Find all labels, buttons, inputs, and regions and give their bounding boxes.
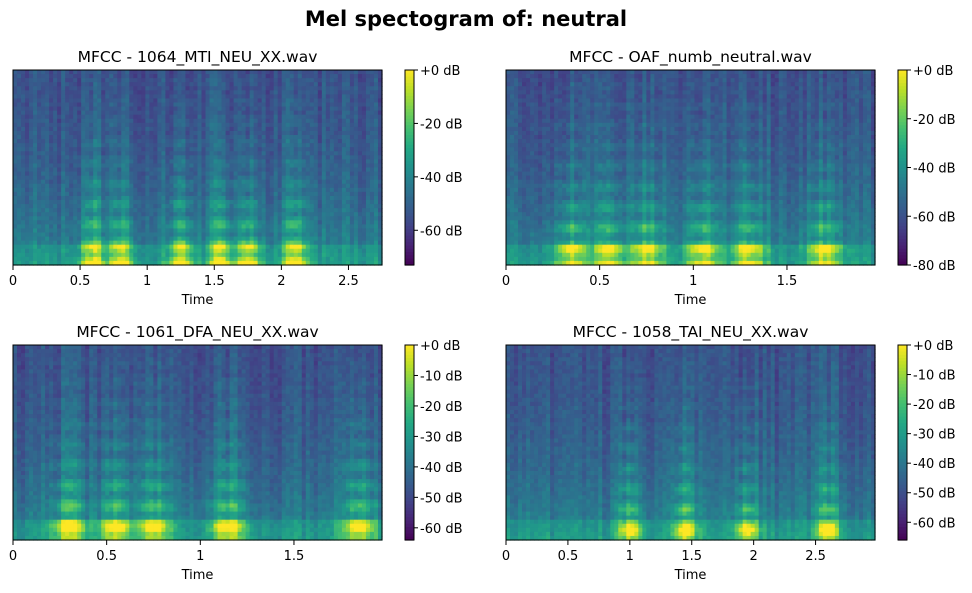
x-tick-label: 2.5 — [805, 549, 826, 564]
x-axis-label: Time — [674, 293, 707, 308]
colorbar-tick-label: -40 dB — [913, 162, 956, 177]
colorbar-tick-label: -50 dB — [420, 491, 463, 506]
subplot-1: MFCC - 1064_MTI_NEU_XX.wav 0 0.5 1 1.5 2 2.5 Ti… — [9, 48, 463, 308]
x-tick-label: 0.5 — [70, 274, 91, 289]
colorbar: +0 dB -10 dB -20 dB -30 dB -40 dB -50 dB -60 d… — [897, 339, 956, 541]
subplot-title: MFCC - 1061_DFA_NEU_XX.wav — [76, 323, 318, 342]
subplot-title: MFCC - OAF_numb_neutral.wav — [569, 48, 812, 67]
subplot-3: MFCC - 1061_DFA_NEU_XX.wav 0 0.5 1 1.5 Time +0… — [9, 323, 463, 583]
colorbar-tick-label: -10 dB — [913, 369, 956, 384]
x-tick-label: 1 — [143, 274, 151, 289]
x-tick-label: 1.5 — [284, 549, 305, 564]
x-tick-label: 0.5 — [558, 549, 579, 564]
colorbar-tick-label: -60 dB — [420, 224, 463, 239]
colorbar-tick-label: +0 dB — [913, 64, 953, 79]
axes-frame — [505, 344, 876, 541]
colorbar-tick-label: -40 dB — [420, 171, 463, 186]
heatmap-3 — [13, 345, 383, 541]
x-tick-label: 1.5 — [777, 274, 798, 289]
colorbar: +0 dB -20 dB -40 dB -60 dB — [404, 64, 463, 266]
colorbar-tick-label: -20 dB — [420, 400, 463, 415]
subplot-title: MFCC - 1064_MTI_NEU_XX.wav — [78, 48, 318, 67]
colorbar-tick-label: -60 dB — [913, 516, 956, 531]
subplot-title: MFCC - 1058_TAI_NEU_XX.wav — [573, 323, 809, 342]
x-tick-label: 1 — [689, 274, 697, 289]
x-axis-label: Time — [181, 293, 214, 308]
colorbar-tick-label: -80 dB — [913, 259, 956, 274]
axes-frame — [12, 69, 383, 266]
colorbar: +0 dB -10 dB -20 dB -30 dB -40 dB -50 dB -60 d… — [404, 339, 463, 541]
heatmap-2 — [506, 70, 876, 266]
colorbar-tick-label: +0 dB — [420, 339, 460, 354]
x-axis-label: Time — [674, 568, 707, 583]
colorbar-tick-label: -30 dB — [420, 430, 463, 445]
x-tick-label: 0 — [9, 274, 17, 289]
x-tick-label: 0 — [9, 549, 17, 564]
axes-frame — [505, 69, 876, 266]
colorbar-tick-label: -50 dB — [913, 487, 956, 502]
subplot-4: MFCC - 1058_TAI_NEU_XX.wav 0 0.5 1 1.5 2 2.5 Ti… — [502, 323, 956, 583]
x-tick-label: 0.5 — [96, 549, 117, 564]
x-tick-label: 2.5 — [338, 274, 359, 289]
colorbar-tick-label: +0 dB — [913, 339, 953, 354]
x-tick-label: 1.5 — [681, 549, 702, 564]
colorbar-tick-label: -40 dB — [913, 457, 956, 472]
x-tick-label: 2 — [750, 549, 758, 564]
colorbar-tick-label: +0 dB — [420, 64, 460, 79]
x-tick-label: 0 — [502, 274, 510, 289]
colorbar-tick-label: -30 dB — [913, 428, 956, 443]
colorbar: +0 dB -20 dB -40 dB -60 dB -80 dB — [897, 64, 956, 274]
x-tick-label: 0.5 — [589, 274, 610, 289]
x-axis-label: Time — [181, 568, 214, 583]
colorbar-tick-label: -20 dB — [913, 113, 956, 128]
axes-frame — [12, 344, 383, 541]
colorbar-tick-label: -20 dB — [913, 398, 956, 413]
x-tick-label: 2 — [277, 274, 285, 289]
heatmap-1 — [13, 70, 383, 266]
colorbar-tick-label: -10 dB — [420, 369, 463, 384]
colorbar-tick-label: -60 dB — [913, 210, 956, 225]
x-tick-label: 0 — [502, 549, 510, 564]
colorbar-tick-label: -60 dB — [420, 522, 463, 537]
x-tick-label: 1 — [626, 549, 634, 564]
x-tick-label: 1 — [196, 549, 204, 564]
figure-suptitle: Mel spectogram of: neutral — [305, 7, 627, 31]
colorbar-tick-label: -40 dB — [420, 461, 463, 476]
heatmap-4 — [506, 345, 876, 541]
subplot-2: MFCC - OAF_numb_neutral.wav 0 0.5 1 1.5 Time +… — [502, 48, 956, 308]
x-tick-label: 1.5 — [204, 274, 225, 289]
colorbar-tick-label: -20 dB — [420, 117, 463, 132]
